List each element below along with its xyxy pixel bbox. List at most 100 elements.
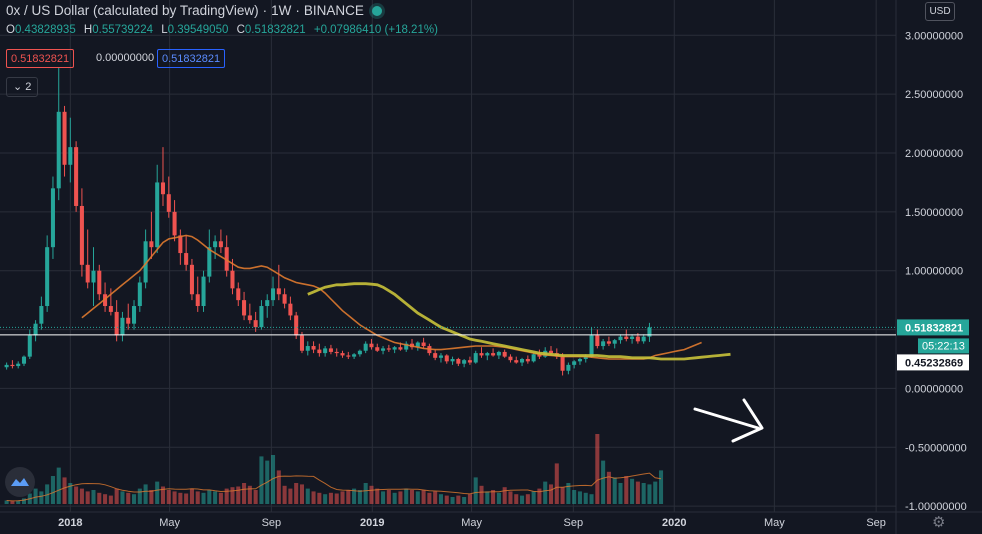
symbol-title[interactable]: 0x / US Dollar (calculated by TradingVie… (6, 3, 259, 18)
candle-body (462, 360, 467, 364)
volume-bar (242, 483, 247, 504)
volume-bar (525, 494, 530, 504)
volume-bar (317, 492, 322, 504)
candle-body (253, 320, 258, 328)
candle-body (288, 303, 293, 316)
volume-bar (172, 491, 177, 504)
change-value: +0.07986410 (+18.21%) (313, 24, 438, 36)
candle-body (433, 353, 438, 358)
volume-bar (415, 491, 420, 504)
candle-body (68, 147, 73, 165)
volume-bar (103, 494, 108, 504)
volume-bar (577, 491, 582, 504)
volume-bar (282, 485, 287, 504)
y-tick-label: 1.50000000 (905, 207, 963, 219)
candle-body (79, 205, 84, 265)
x-tick-label: May (159, 517, 180, 529)
candle-body (195, 294, 200, 307)
candle-body (149, 241, 154, 248)
candle-body (479, 353, 484, 356)
open-value: 0.43828935 (14, 24, 76, 36)
candle-body (299, 335, 305, 351)
ohlc-legend: O0.43828935 H0.55739224 L0.39549050 C0.5… (6, 24, 443, 36)
candle-body (514, 360, 519, 363)
volume-bar (456, 495, 461, 504)
volume-bar (45, 484, 50, 504)
candle-body (184, 253, 189, 265)
interval-label[interactable]: 1W (271, 3, 292, 18)
indicator-value-c[interactable]: 0.51832821 (157, 49, 226, 68)
high-label: H (83, 24, 93, 36)
candle-body (520, 358, 525, 363)
volume-bar (213, 491, 218, 504)
candle-body (491, 353, 496, 356)
volume-histogram (4, 434, 664, 504)
collapsed-indicator-count: 2 (25, 81, 32, 93)
candle-body (421, 342, 426, 347)
volume-bar (346, 490, 351, 504)
volume-bar (323, 494, 328, 504)
countdown-label: 05:22:13 (922, 340, 965, 352)
candle-body (502, 351, 507, 357)
volume-bar (311, 491, 316, 504)
candle-body (624, 336, 629, 339)
candle-body (143, 241, 148, 283)
horizontal-level-label: 0.45232869 (905, 357, 963, 369)
candle-body (4, 364, 9, 368)
candle-body (560, 356, 565, 371)
candle-body (386, 348, 391, 350)
volume-bar (560, 487, 565, 504)
last-price-label: 0.51832821 (905, 322, 963, 334)
volume-bar (50, 476, 55, 504)
candle-body (363, 343, 368, 351)
volume-bar (392, 492, 397, 504)
volume-bar (583, 492, 588, 504)
volume-bar (467, 494, 472, 504)
candle-body (647, 327, 652, 337)
volume-bar (79, 488, 84, 504)
candle-body (166, 194, 171, 212)
time-axis[interactable]: 2018 May Sep 2019 May Sep 2020 May Sep (58, 517, 886, 529)
volume-bar (126, 492, 131, 504)
volume-bar (56, 467, 61, 504)
indicator-value-a[interactable]: 0.51832821 (6, 49, 75, 68)
candle-body (572, 361, 577, 365)
candle-body (218, 241, 223, 248)
candle-body (126, 317, 131, 324)
close-value: 0.51832821 (244, 24, 306, 36)
price-axis[interactable]: 3.00000000 2.50000000 2.00000000 1.50000000… (905, 30, 967, 513)
volume-bar (543, 481, 548, 504)
candle-body (346, 355, 351, 357)
volume-bar (508, 491, 513, 504)
volume-bar (155, 481, 160, 504)
currency-button[interactable]: USD (925, 2, 955, 21)
indicators-collapse-button[interactable]: ⌄ 2 (6, 77, 39, 97)
volume-bar (120, 491, 125, 504)
volume-bar (21, 498, 27, 504)
volume-bar (502, 487, 507, 504)
volume-bar (195, 491, 200, 504)
x-tick-label: Sep (564, 517, 584, 529)
candle-body (404, 343, 409, 350)
x-tick-label: 2019 (360, 517, 384, 529)
volume-bar (624, 476, 629, 504)
candle-body (97, 270, 102, 295)
volume-bar (97, 492, 102, 504)
candle-body (50, 188, 55, 248)
tradingview-logo-icon[interactable] (5, 467, 35, 497)
volume-bar (149, 490, 154, 504)
volume-bar (16, 500, 21, 504)
candle-body (259, 306, 264, 328)
volume-bar (340, 491, 345, 504)
gear-icon[interactable]: ⚙ (932, 514, 946, 531)
volume-bar (589, 494, 594, 504)
volume-bar (375, 488, 380, 504)
candle-body (317, 349, 322, 354)
volume-bar (531, 491, 536, 504)
volume-bar (491, 490, 496, 504)
volume-bar (647, 484, 652, 504)
candle-body (103, 294, 108, 307)
candle-body (450, 358, 455, 362)
volume-bar (10, 501, 15, 504)
